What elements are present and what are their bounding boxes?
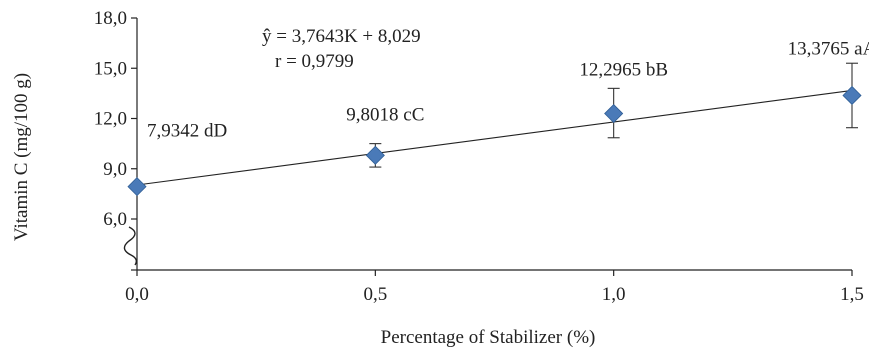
x-tick-label: 1,0	[602, 284, 626, 305]
data-labels: 7,9342 dD 9,8018 cC 12,2965 bB 13,3765 aA	[147, 38, 869, 141]
y-tick-label: 18,0	[94, 8, 127, 29]
y-tick-label: 12,0	[94, 109, 127, 130]
y-tick-label: 15,0	[94, 58, 127, 79]
regression-equation: ŷ = 3,7643K + 8,029	[262, 26, 421, 47]
data-points	[127, 85, 862, 197]
data-point-marker	[604, 103, 624, 124]
data-label: 12,2965 bB	[579, 60, 668, 81]
x-axis-title: Percentage of Stabilizer (%)	[381, 327, 596, 348]
x-tick-label: 0,5	[363, 284, 387, 305]
data-label: 13,3765 aA	[788, 38, 869, 59]
correlation-coefficient: r = 0,9799	[275, 51, 354, 72]
y-tick-label: 6,0	[103, 209, 127, 230]
axes	[123, 18, 852, 271]
x-tick-label: 1,5	[840, 284, 864, 305]
trend-line	[136, 89, 853, 186]
data-point-marker	[842, 85, 862, 106]
data-label: 7,9342 dD	[147, 121, 227, 142]
y-ticks: 6,0 9,0 12,0 15,0 18,0	[94, 8, 137, 271]
x-ticks: 0,0 0,5 1,0 1,5	[125, 270, 864, 305]
x-tick-label: 0,0	[125, 284, 149, 305]
data-label: 9,8018 cC	[346, 104, 424, 125]
data-point-marker	[365, 145, 385, 165]
y-axis-title: Vitamin C (mg/100 g)	[11, 73, 32, 241]
y-tick-label: 9,0	[103, 159, 127, 180]
data-point-marker	[127, 177, 147, 197]
axis-break-mark	[123, 226, 138, 266]
